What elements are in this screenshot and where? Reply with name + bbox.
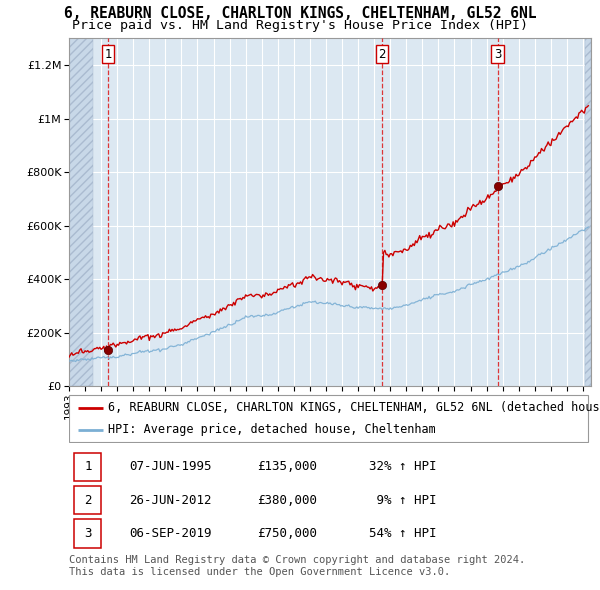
FancyBboxPatch shape [69,395,589,441]
Bar [69,38,93,386]
FancyBboxPatch shape [74,519,101,548]
Text: £380,000: £380,000 [257,493,317,507]
Text: 9% ↑ HPI: 9% ↑ HPI [369,493,437,507]
Text: 54% ↑ HPI: 54% ↑ HPI [369,526,437,540]
Text: £750,000: £750,000 [257,526,317,540]
Text: 2: 2 [378,48,386,61]
Text: 1: 1 [104,48,112,61]
Text: Price paid vs. HM Land Registry's House Price Index (HPI): Price paid vs. HM Land Registry's House … [72,19,528,32]
Text: 07-JUN-1995: 07-JUN-1995 [129,460,212,474]
FancyBboxPatch shape [74,486,101,514]
Text: Contains HM Land Registry data © Crown copyright and database right 2024.
This d: Contains HM Land Registry data © Crown c… [69,555,525,577]
Bar [584,38,591,386]
Text: 3: 3 [494,48,501,61]
Text: £135,000: £135,000 [257,460,317,474]
Text: 3: 3 [84,526,92,540]
FancyBboxPatch shape [74,453,101,481]
Text: 6, REABURN CLOSE, CHARLTON KINGS, CHELTENHAM, GL52 6NL: 6, REABURN CLOSE, CHARLTON KINGS, CHELTE… [64,6,536,21]
Text: 1: 1 [84,460,92,474]
Text: 26-JUN-2012: 26-JUN-2012 [129,493,212,507]
Text: 06-SEP-2019: 06-SEP-2019 [129,526,212,540]
Text: 32% ↑ HPI: 32% ↑ HPI [369,460,437,474]
Text: 2: 2 [84,493,92,507]
Text: 6, REABURN CLOSE, CHARLTON KINGS, CHELTENHAM, GL52 6NL (detached house): 6, REABURN CLOSE, CHARLTON KINGS, CHELTE… [108,401,600,414]
Text: HPI: Average price, detached house, Cheltenham: HPI: Average price, detached house, Chel… [108,424,436,437]
